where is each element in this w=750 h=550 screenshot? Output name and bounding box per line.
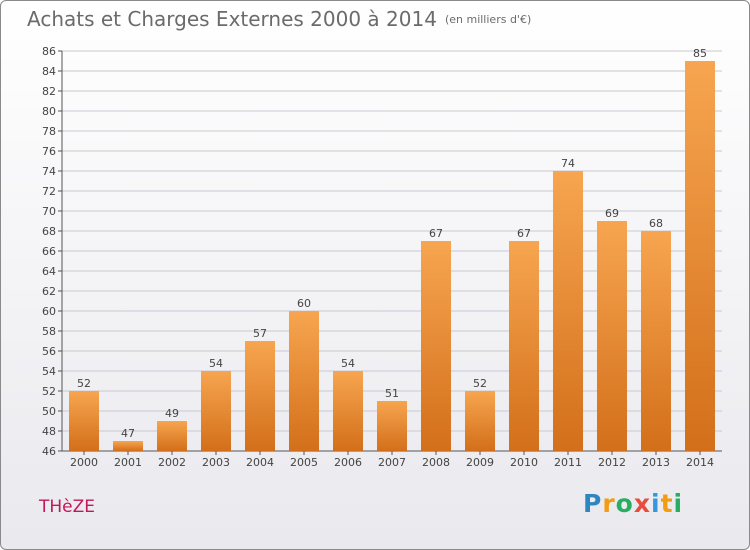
logo-letter: r — [602, 489, 616, 518]
logo-letter: x — [633, 489, 651, 518]
value-label-2002: 49 — [165, 407, 179, 420]
logo-letter: i — [673, 489, 684, 518]
y-tick-label: 66 — [42, 245, 56, 258]
bar-2010 — [509, 241, 539, 451]
y-tick-label: 62 — [42, 285, 56, 298]
x-tick-label-2010: 2010 — [510, 456, 538, 469]
logo-letter: P — [583, 489, 603, 518]
y-tick-label: 72 — [42, 185, 56, 198]
bar-2003 — [201, 371, 231, 451]
value-label-2000: 52 — [77, 377, 91, 390]
x-tick-label-2006: 2006 — [334, 456, 362, 469]
y-tick-label: 82 — [42, 85, 56, 98]
x-tick-label-2001: 2001 — [114, 456, 142, 469]
title-unit: (en milliers d'€) — [444, 13, 532, 26]
bar-2006 — [333, 371, 363, 451]
bar-2007 — [377, 401, 407, 451]
value-label-2005: 60 — [297, 297, 311, 310]
title-text: Achats et Charges Externes 2000 à 2014 — [27, 7, 437, 31]
bar-2004 — [245, 341, 275, 451]
y-tick-label: 60 — [42, 305, 56, 318]
y-tick-label: 64 — [42, 265, 56, 278]
y-tick-label: 56 — [42, 345, 56, 358]
bar-2005 — [289, 311, 319, 451]
y-tick-label: 50 — [42, 405, 56, 418]
x-tick-label-2004: 2004 — [246, 456, 274, 469]
y-tick-label: 74 — [42, 165, 56, 178]
y-tick-label: 52 — [42, 385, 56, 398]
value-label-2013: 68 — [649, 217, 663, 230]
proxiti-logo: Proxiti — [583, 489, 683, 518]
logo-letter: i — [651, 489, 661, 518]
x-tick-label-2007: 2007 — [378, 456, 406, 469]
x-tick-label-2012: 2012 — [598, 456, 626, 469]
x-tick-label-2000: 2000 — [70, 456, 98, 469]
x-tick-label-2011: 2011 — [554, 456, 582, 469]
y-tick-label: 54 — [42, 365, 56, 378]
y-tick-label: 78 — [42, 125, 56, 138]
value-label-2001: 47 — [121, 427, 135, 440]
value-label-2006: 54 — [341, 357, 355, 370]
value-label-2003: 54 — [209, 357, 223, 370]
x-tick-label-2003: 2003 — [202, 456, 230, 469]
value-label-2010: 67 — [517, 227, 531, 240]
value-label-2011: 74 — [561, 157, 575, 170]
y-tick-label: 80 — [42, 105, 56, 118]
y-tick-label: 76 — [42, 145, 56, 158]
x-tick-label-2008: 2008 — [422, 456, 450, 469]
logo-letter: t — [660, 489, 674, 518]
bar-2001 — [113, 441, 143, 451]
x-tick-label-2009: 2009 — [466, 456, 494, 469]
value-label-2009: 52 — [473, 377, 487, 390]
value-label-2008: 67 — [429, 227, 443, 240]
y-tick-label: 70 — [42, 205, 56, 218]
y-tick-label: 86 — [42, 45, 56, 58]
y-tick-label: 68 — [42, 225, 56, 238]
bar-2013 — [641, 231, 671, 451]
y-tick-label: 58 — [42, 325, 56, 338]
value-label-2014: 85 — [693, 47, 707, 60]
y-tick-label: 48 — [42, 425, 56, 438]
bar-2011 — [553, 171, 583, 451]
bar-2009 — [465, 391, 495, 451]
value-label-2007: 51 — [385, 387, 399, 400]
y-tick-label: 46 — [42, 445, 56, 458]
x-tick-label-2005: 2005 — [290, 456, 318, 469]
y-tick-label: 84 — [42, 65, 56, 78]
bar-2014 — [685, 61, 715, 451]
x-tick-label-2014: 2014 — [686, 456, 714, 469]
x-tick-label-2002: 2002 — [158, 456, 186, 469]
logo-letter: o — [615, 489, 634, 518]
bar-2008 — [421, 241, 451, 451]
bar-2002 — [157, 421, 187, 451]
bar-2012 — [597, 221, 627, 451]
x-tick-label-2013: 2013 — [642, 456, 670, 469]
commune-name: THèZE — [39, 497, 96, 517]
value-label-2012: 69 — [605, 207, 619, 220]
chart-title: Achats et Charges Externes 2000 à 2014 (e… — [27, 7, 531, 31]
value-label-2004: 57 — [253, 327, 267, 340]
bar-2000 — [69, 391, 99, 451]
